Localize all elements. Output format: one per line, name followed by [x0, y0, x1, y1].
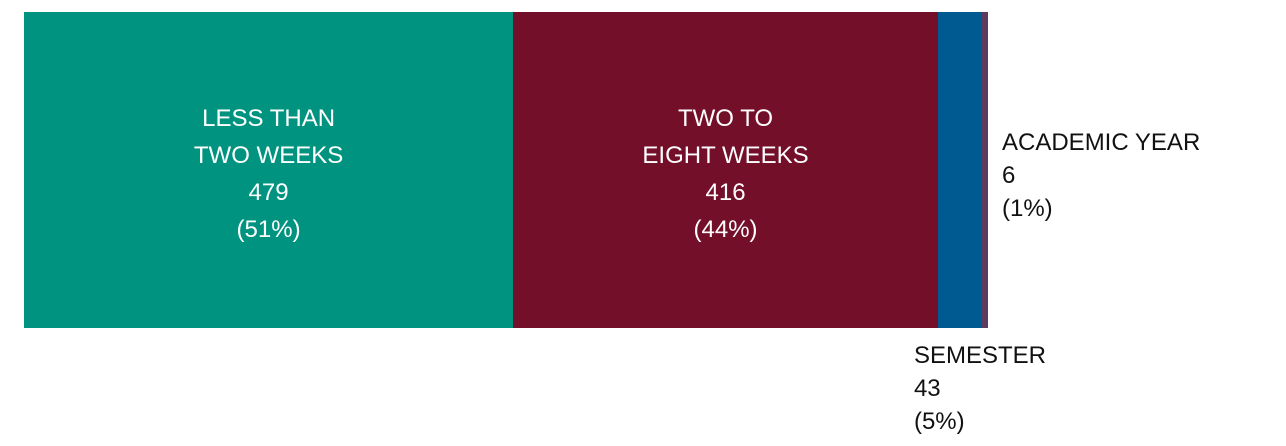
value-label: 6	[1002, 162, 1016, 189]
category-label: ACADEMIC YEAR	[1002, 129, 1201, 156]
value-label: 43	[913, 375, 941, 402]
value-label: 416	[705, 179, 746, 206]
segment-label: LESS THAN TWO WEEKS 479 (51%)	[194, 100, 343, 248]
category-label: LESS THAN TWO WEEKS	[193, 105, 344, 169]
bar-segment	[937, 12, 982, 328]
share-label: (51%)	[236, 216, 301, 243]
category-label: TWO TO EIGHT WEEKS	[642, 105, 809, 169]
category-label: SEMESTER	[913, 342, 1046, 369]
bar-segment	[24, 12, 514, 328]
value-label: 479	[248, 179, 289, 206]
bar-segment	[513, 12, 938, 328]
share-label: (5%)	[913, 408, 965, 435]
segment-label: SEMESTER 43 (5%)	[914, 339, 1046, 438]
segment-label: ACADEMIC YEAR 6 (1%)	[1002, 126, 1200, 225]
share-label: (44%)	[693, 216, 758, 243]
segment-label: TWO TO EIGHT WEEKS 416 (44%)	[642, 100, 808, 248]
share-label: (1%)	[1002, 195, 1053, 222]
bar-segment	[981, 12, 988, 328]
